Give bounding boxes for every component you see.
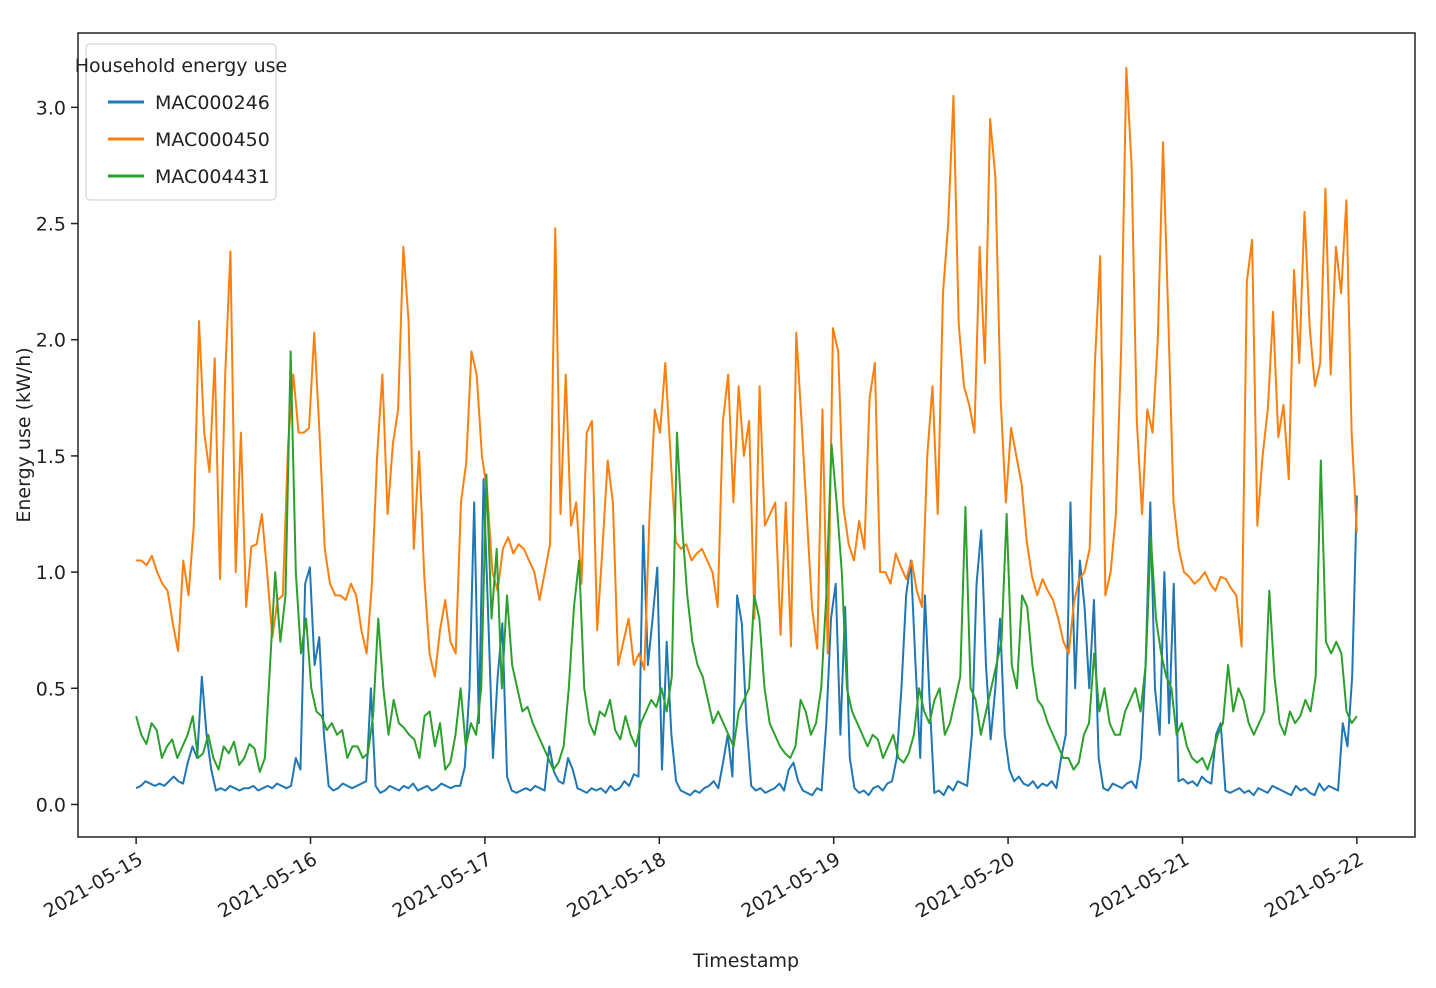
y-tick-label: 0.0	[36, 794, 66, 816]
x-tick-label: 2021-05-15	[40, 848, 147, 922]
y-axis-label: Energy use (kW/h)	[13, 347, 35, 522]
x-axis-label: Timestamp	[692, 950, 799, 972]
y-tick-label: 1.5	[36, 446, 66, 468]
x-axis: 2021-05-15 2021-05-16 2021-05-17 2021-05-18…	[40, 837, 1367, 923]
series-line-mac004431	[135, 350, 1358, 773]
legend-label-mac000246: MAC000246	[155, 92, 270, 114]
x-tick-label: 2021-05-19	[738, 848, 845, 922]
legend-box	[85, 43, 277, 201]
series-line-mac000450	[136, 66, 1358, 678]
legend-title: Household energy use	[75, 55, 287, 77]
y-tick-label: 2.5	[36, 214, 66, 236]
series-layer	[135, 66, 1358, 797]
y-tick-label: 3.0	[36, 97, 66, 119]
y-axis: 0.0 0.5 1.0 1.5 2.0 2.5 3.0	[36, 97, 78, 816]
y-tick-label: 2.0	[36, 330, 66, 352]
legend-label-mac000450: MAC000450	[155, 129, 270, 151]
legend: Household energy use MAC000246MAC000450M…	[75, 43, 287, 201]
series-line-mac000246	[135, 478, 1358, 797]
x-tick-label: 2021-05-20	[912, 848, 1019, 922]
legend-label-mac004431: MAC004431	[155, 166, 270, 188]
x-tick-label: 2021-05-21	[1086, 848, 1193, 922]
legend-entries: MAC000246 MAC000450 MAC004431	[108, 92, 270, 188]
x-tick-label: 2021-05-17	[389, 848, 496, 922]
x-tick-label: 2021-05-22	[1261, 848, 1368, 922]
y-tick-label: 1.0	[36, 562, 66, 584]
y-tick-label: 0.5	[36, 678, 66, 700]
x-tick-label: 2021-05-16	[214, 848, 321, 922]
x-tick-label: 2021-05-18	[563, 848, 670, 922]
